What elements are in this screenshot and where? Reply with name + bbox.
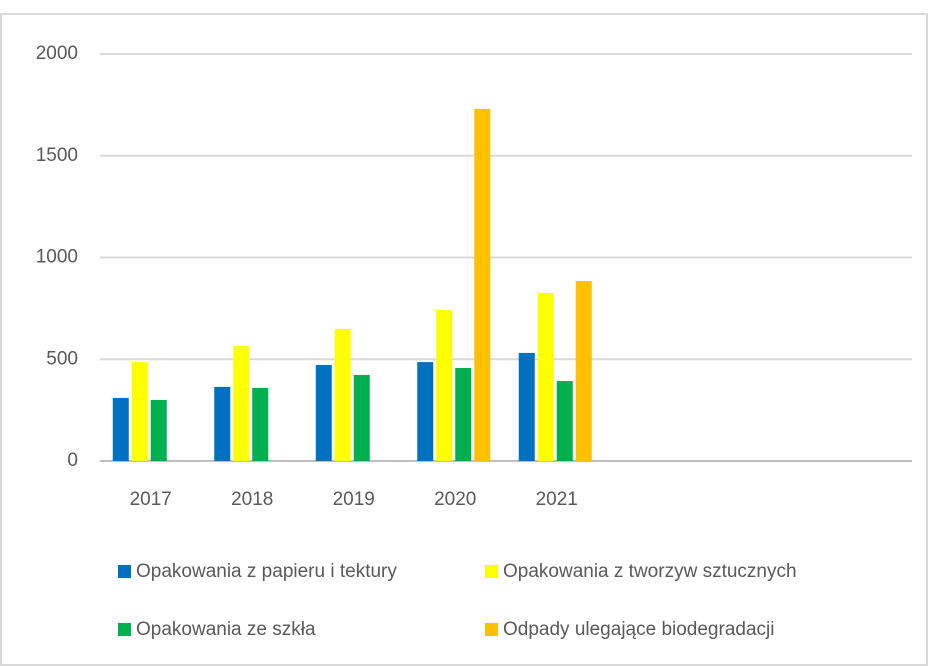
bar [518,352,535,461]
x-tick-label: 2020 [434,489,476,510]
bar [112,397,129,461]
legend-swatch [118,623,131,636]
bar [334,328,351,461]
bar [315,364,332,461]
x-tick-label: 2017 [130,489,172,510]
y-tick-label: 2000 [36,43,78,64]
legend-swatch [485,623,498,636]
bar [455,368,472,461]
x-tick-label: 2019 [333,489,375,510]
bar [436,310,453,461]
bar [233,346,250,461]
legend-label: Odpady ulegające biodegradacji [503,619,774,640]
bar [417,362,434,461]
y-tick-label: 500 [46,348,78,369]
bar [537,292,554,461]
bar [474,108,491,461]
legend-label: Opakowania ze szkła [136,619,316,640]
bar [252,387,269,461]
y-tick-label: 0 [67,450,78,471]
legend-swatch [485,565,498,578]
bar [353,374,370,461]
x-tick-label: 2021 [536,489,578,510]
y-tick-label: 1500 [36,145,78,166]
bar [575,281,592,461]
bar [214,386,231,461]
y-tick-label: 1000 [36,247,78,268]
legend-label: Opakowania z tworzyw sztucznych [503,561,797,582]
bar [556,381,573,461]
bar [131,362,148,461]
legend-swatch [118,565,131,578]
x-tick-label: 2018 [231,489,273,510]
chart-border [0,13,928,666]
bar [150,399,167,461]
legend-label: Opakowania z papieru i tektury [136,561,397,582]
